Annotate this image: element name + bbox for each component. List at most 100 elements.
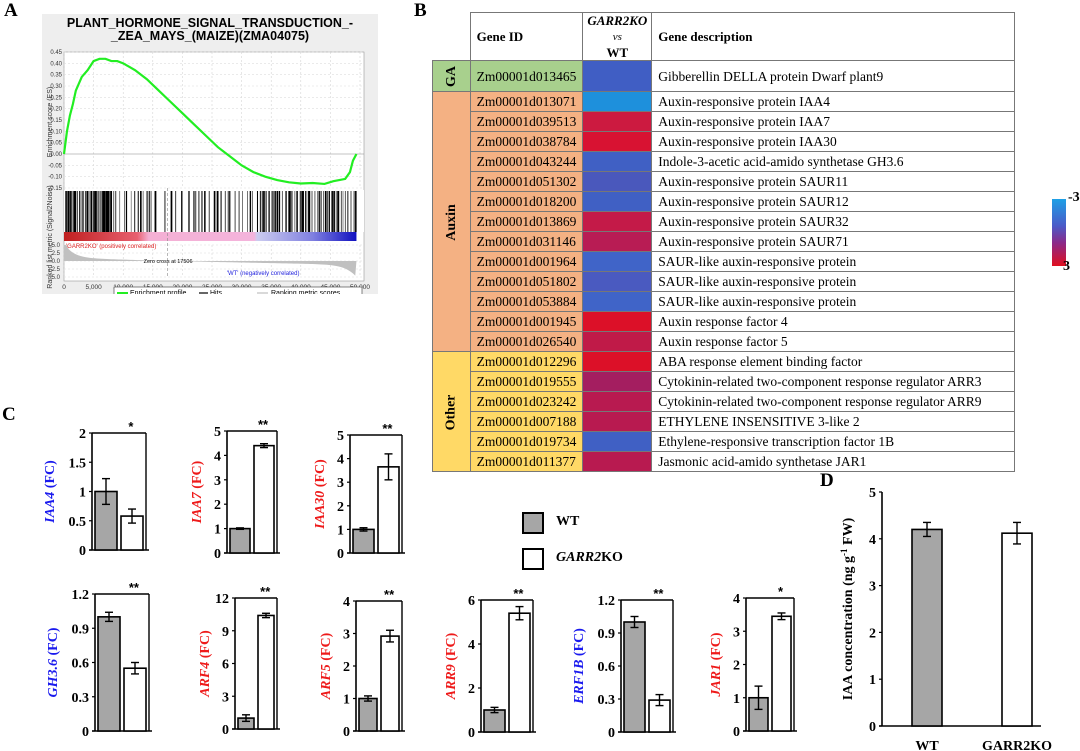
y-axis-label: ARF5 (FC) (319, 632, 334, 700)
gene-description-cell: Auxin-responsive protein SAUR32 (651, 211, 1016, 232)
y-tick-label: 1 (337, 523, 344, 538)
bar-garr2ko (771, 615, 792, 732)
gene-id-cell: Zm00001d019734 (469, 431, 584, 452)
y-tick-label: 3 (222, 690, 229, 705)
x-tick-label: GARR2KO (982, 739, 1052, 751)
table-row: Zm00001d019555 Cytokinin-related two-comp… (433, 371, 1016, 392)
header-gene-id: Gene ID (469, 12, 584, 61)
bar-chart-c-arf5: 0 1 2 3 4 ** ARF5 (FC) (319, 587, 405, 740)
table-row: Other Zm00001d012296 ABA response element … (432, 351, 1016, 472)
heatmap-cell (582, 191, 653, 212)
significance-marker: ** (384, 587, 395, 602)
y-tick-label: 9 (222, 625, 229, 640)
table-body: GA Zm00001d013465 Gibberellin DELLA protei… (432, 60, 1016, 472)
negative-correlation-label: 'WT' (negatively correlated) (227, 271, 300, 277)
legend-ko-label: GARR2KO (556, 550, 623, 566)
heatmap-cell (582, 371, 653, 392)
metric-tick-label: -5.0 (50, 275, 61, 281)
bar-wt (97, 616, 121, 732)
panel-label-b: B (414, 0, 427, 21)
y-tick-label: 1.2 (72, 588, 90, 603)
es-tick-label: 0.00 (50, 152, 62, 158)
significance-marker: ** (382, 421, 393, 436)
y-tick-label: 0 (214, 547, 221, 562)
y-tick-label: 1 (343, 693, 350, 708)
gene-description-cell: SAUR-like auxin-responsive protein (651, 291, 1016, 312)
y-tick-label: 0 (82, 725, 89, 740)
table-row: Auxin Zm00001d013071 Auxin-responsive prot… (432, 91, 1016, 352)
colorbar-max-label: 3 (1063, 259, 1070, 274)
y-tick-label: 0.6 (598, 660, 616, 675)
heatmap-cell (582, 111, 653, 132)
es-tick-label: 0.05 (50, 141, 62, 147)
table-row: Zm00001d013869 Auxin-responsive protein S… (433, 211, 1016, 232)
es-tick-label: 0.30 (50, 84, 62, 90)
gene-name: GH3.6 (46, 659, 61, 698)
fc-suffix: (FC) (198, 630, 213, 662)
significance-marker: ** (513, 586, 524, 601)
table-row: Zm00001d018200 Auxin-responsive protein S… (433, 191, 1016, 212)
y-axis-label: JAR1 (FC) (709, 632, 724, 698)
y-axis-label: IAA7 (FC) (190, 460, 205, 524)
y-tick-label: 4 (343, 595, 350, 610)
gsea-legend-box (113, 286, 363, 294)
gene-id-cell: Zm00001d051802 (469, 271, 584, 292)
legend-wt-label: WT (556, 514, 580, 529)
gene-id-cell: Zm00001d013869 (469, 211, 584, 232)
gene-description-cell: Cytokinin-related two-component response… (651, 391, 1016, 412)
y-tick-label: 6 (468, 594, 475, 609)
gene-id-cell: Zm00001d012296 (469, 351, 584, 372)
bar-garr2ko (257, 614, 275, 730)
y-label-part1: IAA concentration (ng g (841, 556, 856, 700)
enrichment-curve (62, 57, 358, 186)
legend-ko-suffix: KO (601, 550, 623, 565)
metric-tick-label: -2.5 (50, 267, 61, 273)
gene-id-cell: Zm00001d053884 (469, 291, 584, 312)
category-cell-auxin: Auxin (432, 91, 471, 352)
y-tick-label: 4 (468, 638, 475, 653)
y-tick-label: 12 (215, 592, 229, 607)
gene-description-cell: Ethylene-responsive transcription factor… (651, 431, 1016, 452)
gene-description-cell: Gibberellin DELLA protein Dwarf plant9 (651, 60, 1016, 92)
y-tick-label: 0.3 (72, 691, 90, 706)
header-fc-line2: vs (612, 31, 622, 43)
y-tick-label: 2 (79, 427, 86, 442)
y-tick-label: 0 (869, 720, 876, 735)
y-tick-label: 0 (343, 725, 350, 740)
gene-id-cell: Zm00001d001964 (469, 251, 584, 272)
bar-chart-c-iaa30: 0 1 2 3 4 5 ** IAA30 (FC) (313, 421, 405, 562)
y-tick-label: 1 (869, 673, 876, 688)
significance-marker: ** (129, 580, 140, 595)
legend-ko-italic: GARR2 (556, 550, 602, 565)
y-axis-label: ARF4 (FC) (198, 630, 213, 698)
positive-correlation-label: 'GARR2KO' (positively correlated) (66, 244, 156, 250)
gene-id-cell: Zm00001d038784 (469, 131, 584, 152)
es-tick-label: 0.15 (50, 118, 62, 124)
significance-marker: ** (260, 584, 271, 599)
fc-suffix: (FC) (572, 628, 587, 660)
category-cell-ga: GA (432, 60, 471, 92)
significance-marker: * (778, 584, 784, 599)
gene-id-cell: Zm00001d026540 (469, 331, 584, 352)
fc-suffix: (FC) (444, 632, 459, 664)
y-tick-label: 0 (79, 544, 86, 559)
heatmap-cell (582, 291, 653, 312)
y-tick-label: 0.5 (69, 515, 87, 530)
table-row: Zm00001d001964 SAUR-like auxin-responsive… (433, 251, 1016, 272)
y-axis-label: ERF1B (FC) (572, 628, 587, 705)
header-description: Gene description (651, 12, 1016, 61)
y-tick-label: 0.3 (598, 693, 616, 708)
gene-name: JAR1 (709, 664, 724, 698)
heatmap-cell (582, 311, 653, 332)
y-tick-label: 3 (343, 628, 350, 643)
bar-chart-c-iaa4: 0 0.5 1 1.5 2 * IAA4 (FC) (43, 419, 149, 559)
metric-axis-label: Ranked list metric (Signal2Noise) (47, 185, 54, 288)
gene-id-cell: Zm00001d023242 (469, 391, 584, 412)
gene-name: IAA4 (43, 492, 58, 524)
y-tick-label: 6 (222, 658, 229, 673)
gene-description-cell: Auxin response factor 5 (651, 331, 1016, 352)
x-tick-label: 5,000 (85, 284, 102, 291)
gene-id-cell: Zm00001d001945 (469, 311, 584, 332)
gsea-plot: PLANT_HORMONE_SIGNAL_TRANSDUCTION_- _ZEA… (42, 14, 378, 294)
